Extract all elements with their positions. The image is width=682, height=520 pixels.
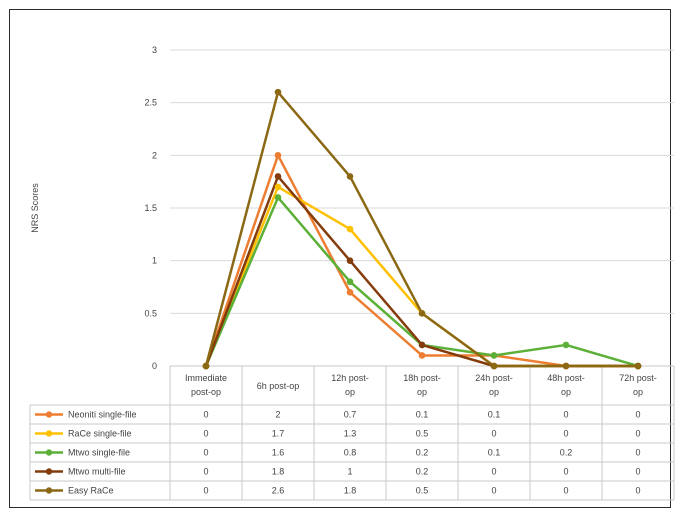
table-cell: 0: [203, 410, 208, 420]
table-cell: 0: [635, 429, 640, 439]
category-label: 24h post-: [475, 373, 513, 383]
table-cell: 0: [635, 410, 640, 420]
category-label: 48h post-: [547, 373, 585, 383]
category-label: op: [417, 387, 427, 397]
table-cell: 0: [635, 467, 640, 477]
table-cell: 0.5: [416, 429, 429, 439]
data-point: [634, 362, 642, 370]
y-tick-label: 2.5: [144, 98, 157, 108]
legend-key-marker: [45, 449, 53, 456]
table-cell: 0.2: [416, 448, 429, 458]
data-point: [274, 183, 282, 191]
y-axis-title: NRS Scores: [30, 183, 40, 233]
y-tick-label: 1: [152, 256, 157, 266]
table-cell: 0.7: [344, 410, 357, 420]
data-point: [274, 152, 282, 159]
legend-label: Mtwo multi-file: [68, 467, 126, 477]
table-cell: 1.8: [272, 467, 285, 477]
y-tick-label: 0.5: [144, 308, 157, 318]
data-point: [562, 362, 570, 370]
data-point: [418, 341, 426, 349]
legend-key-marker: [45, 411, 53, 418]
table-cell: 0: [563, 429, 568, 439]
data-point: [490, 362, 498, 370]
category-label: 12h post-: [331, 373, 369, 383]
table-cell: 2.6: [272, 486, 285, 496]
category-label: 72h post-: [619, 373, 657, 383]
data-point: [202, 362, 210, 370]
legend-label: RaCe single-file: [68, 429, 132, 439]
table-cell: 0: [563, 467, 568, 477]
data-point: [274, 88, 282, 96]
legend-label: Mtwo single-file: [68, 448, 130, 458]
y-tick-label: 2: [152, 150, 157, 160]
y-tick-label: 0: [152, 361, 157, 371]
table-cell: 1.6: [272, 448, 285, 458]
table-cell: 0: [635, 486, 640, 496]
category-label: op: [561, 387, 571, 397]
chart-frame: [9, 9, 671, 508]
table-cell: 0: [491, 486, 496, 496]
table-cell: 0.1: [416, 410, 429, 420]
table-cell: 0: [635, 448, 640, 458]
legend-key-marker: [45, 430, 53, 437]
table-cell: 0.1: [488, 448, 501, 458]
data-point: [346, 278, 354, 286]
data-point: [418, 352, 426, 359]
table-cell: 0.1: [488, 410, 501, 420]
y-tick-label: 1.5: [144, 203, 157, 213]
table-cell: 0.2: [416, 467, 429, 477]
legend-key-marker: [45, 487, 53, 494]
category-label: 6h post-op: [257, 381, 300, 391]
table-cell: 2: [275, 410, 280, 420]
legend-label: Neoniti single-file: [68, 410, 137, 420]
data-point: [346, 173, 354, 180]
data-point: [274, 173, 282, 180]
y-tick-label: 3: [152, 45, 157, 55]
table-cell: 0: [203, 467, 208, 477]
data-point: [346, 225, 354, 233]
category-label: 18h post-: [403, 373, 441, 383]
data-point: [418, 310, 426, 317]
table-cell: 0: [563, 486, 568, 496]
data-point: [490, 352, 498, 359]
table-cell: 1: [347, 467, 352, 477]
table-cell: 0: [491, 467, 496, 477]
category-label: post-op: [191, 387, 221, 397]
table-cell: 0.2: [560, 448, 573, 458]
table-cell: 1.3: [344, 429, 357, 439]
legend-key-marker: [45, 468, 53, 475]
category-label: op: [489, 387, 499, 397]
table-cell: 0: [203, 486, 208, 496]
table-cell: 0.8: [344, 448, 357, 458]
data-point: [346, 288, 354, 296]
series-line: [204, 196, 639, 368]
table-cell: 0.5: [416, 486, 429, 496]
table-cell: 0: [203, 448, 208, 458]
table-cell: 0: [563, 410, 568, 420]
data-point: [346, 257, 354, 264]
category-label: op: [345, 387, 355, 397]
data-point: [274, 194, 282, 201]
table-cell: 1.7: [272, 429, 285, 439]
category-label: op: [633, 387, 643, 397]
table-cell: 0: [203, 429, 208, 439]
category-label: Immediate: [185, 373, 227, 383]
legend-label: Easy RaCe: [68, 486, 114, 496]
data-point: [562, 341, 570, 349]
table-cell: 0: [491, 429, 496, 439]
table-cell: 1.8: [344, 486, 357, 496]
series-line: [204, 90, 638, 368]
